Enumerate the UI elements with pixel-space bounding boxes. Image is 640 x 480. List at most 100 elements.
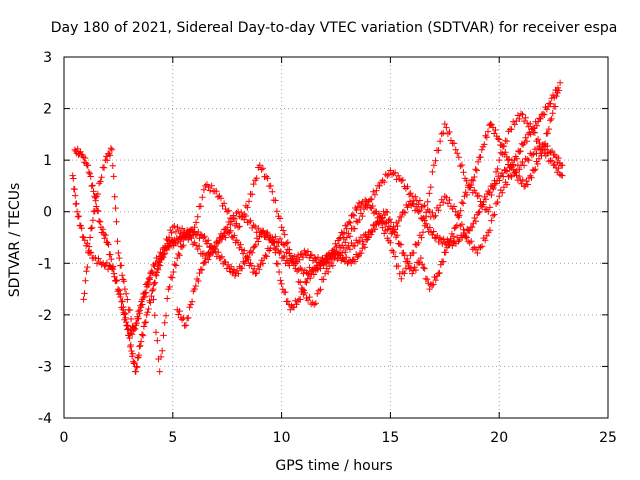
data-point [198,266,206,274]
data-point [472,218,480,225]
data-point [466,227,473,234]
data-point [213,187,220,195]
data-point [118,262,125,269]
data-point [200,186,208,193]
data-point [224,208,231,215]
data-point [471,173,478,181]
data-point [108,146,116,153]
data-point [109,162,116,169]
data-point [458,161,466,169]
data-point [205,256,212,263]
data-point [205,183,212,191]
data-point [274,260,282,268]
data-point [113,218,120,225]
data-point [152,329,160,336]
data-point [276,215,284,222]
data-point [97,178,104,185]
data-point [119,298,126,305]
data-point [317,286,324,293]
data-point [145,275,153,282]
data-point [150,296,157,303]
data-point [474,158,482,166]
data-point [494,135,502,142]
data-point [339,254,346,262]
data-point [307,275,314,282]
data-point [421,265,428,272]
data-point [136,307,143,314]
data-point [78,225,85,232]
data-point [530,167,538,174]
data-point [295,278,302,285]
data-point [524,156,531,163]
data-point [354,239,361,246]
data-point [142,289,150,296]
data-point [306,293,313,301]
data-point [452,208,459,215]
data-point [478,243,486,250]
data-point [496,177,503,184]
y-tick-label: 0 [43,205,52,221]
data-point [95,217,103,225]
data-point [478,146,485,153]
data-point [148,292,155,300]
data-point [127,341,134,349]
data-point [343,254,350,261]
data-point [381,178,388,186]
data-point [496,193,503,200]
data-point [436,138,444,145]
x-tick-label: 25 [599,430,617,446]
data-point [407,190,414,197]
data-point [346,233,354,240]
data-point [127,315,135,323]
data-point [177,230,184,237]
data-point [276,235,284,243]
data-point [118,272,126,279]
data-point [165,243,172,250]
data-point [509,162,517,170]
data-point [286,246,293,253]
data-point [297,296,304,303]
data-point [278,280,285,288]
data-point [374,218,381,226]
data-point [203,240,211,247]
data-point [263,253,270,260]
data-point [139,301,146,308]
data-point [158,252,165,259]
data-point [145,305,152,313]
data-point [144,280,151,287]
data-point [172,228,180,235]
data-point [360,231,368,239]
data-point [552,103,559,110]
data-point [199,194,206,201]
data-point [536,115,543,122]
data-point [395,172,402,179]
data-point [435,207,442,214]
data-point [86,170,93,177]
data-point [289,254,296,262]
data-point [339,230,346,238]
data-point [233,209,240,217]
data-point [356,216,363,224]
data-point [272,249,279,256]
data-point [88,182,95,190]
data-point [472,166,479,173]
data-point [516,148,523,155]
data-point [252,223,259,230]
data-point [284,239,291,246]
data-point [100,164,108,171]
data-point [282,289,289,296]
data-point [324,256,331,263]
data-point [531,129,539,136]
data-point [423,276,431,283]
data-point [398,275,405,282]
data-point [314,254,322,261]
data-point [443,124,450,131]
data-point [244,204,251,211]
data-point [273,208,281,215]
data-point [329,262,337,269]
data-point [113,277,120,284]
data-point [381,220,389,227]
data-point [247,217,254,224]
data-point [456,212,463,219]
